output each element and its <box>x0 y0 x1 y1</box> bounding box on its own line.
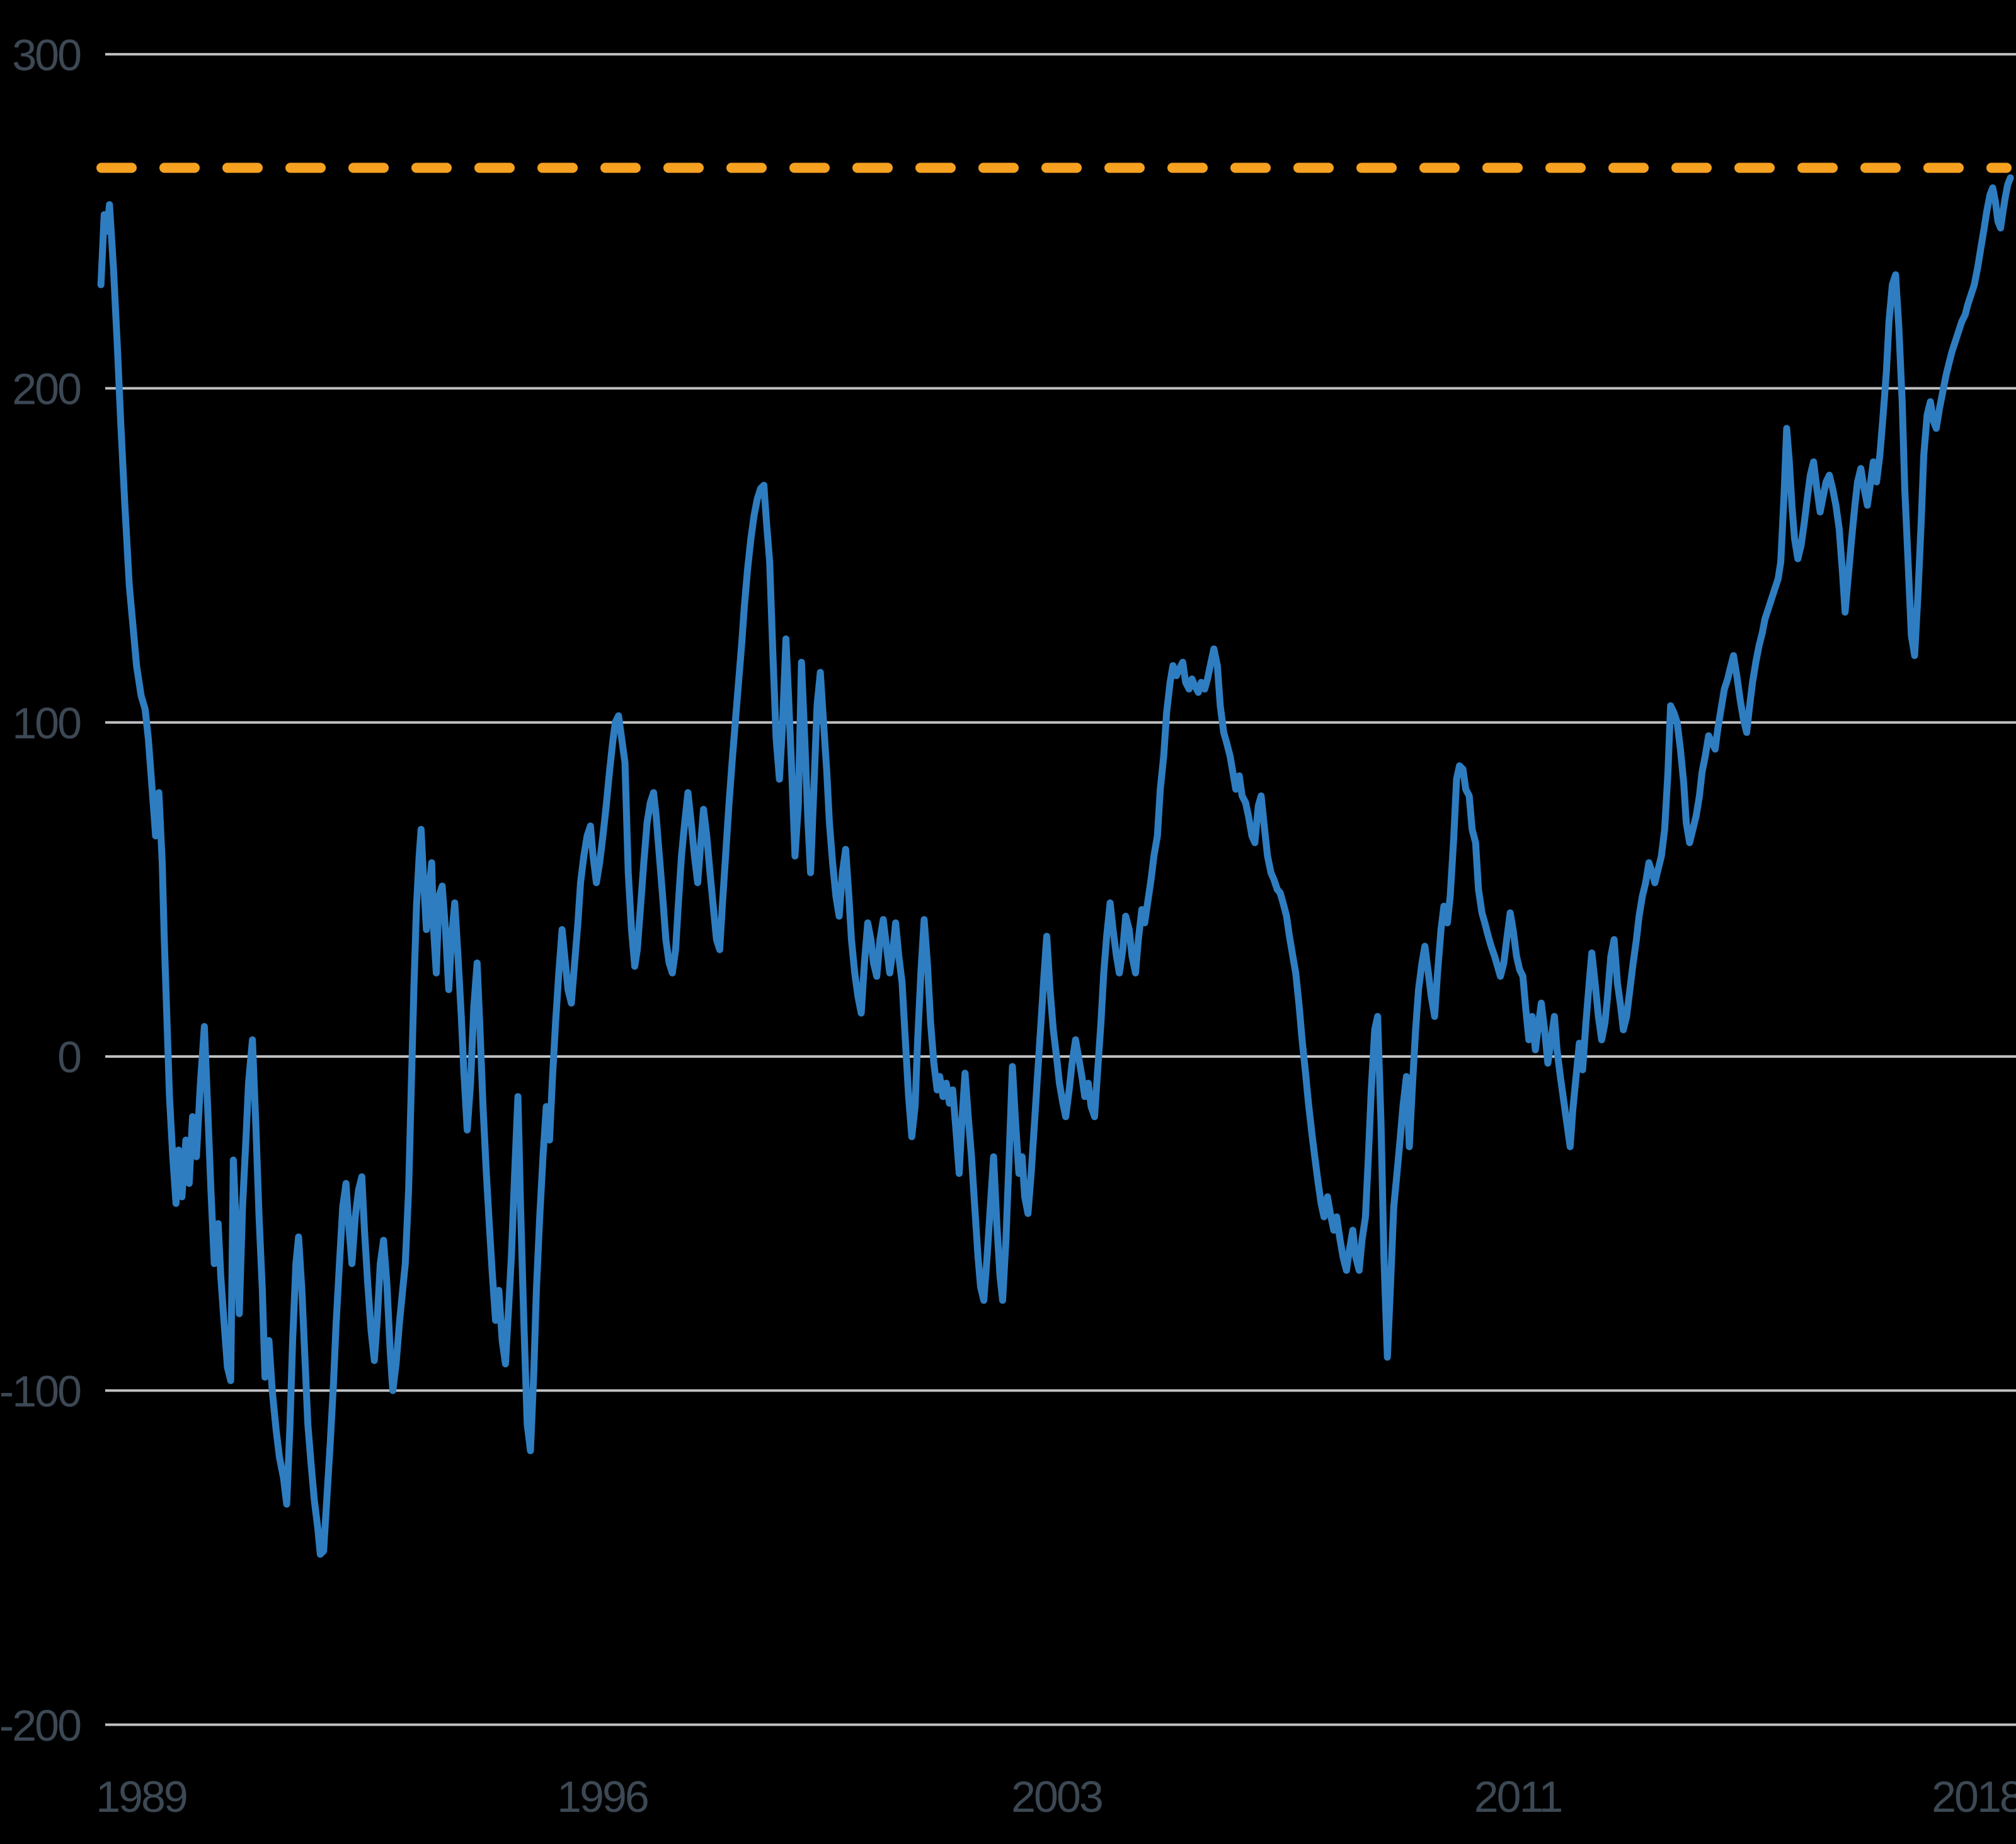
x-axis-label: 1996 <box>557 1772 648 1821</box>
x-axis-label: 2018 <box>1932 1772 2016 1821</box>
x-axis-label: 1989 <box>96 1772 186 1821</box>
y-axis-label: -100 <box>0 1367 81 1416</box>
y-axis-label: 0 <box>57 1033 81 1082</box>
x-axis-label: 2011 <box>1474 1772 1562 1821</box>
series-line <box>97 174 2014 1558</box>
y-axis-label: 200 <box>12 365 81 414</box>
x-axis-label: 2003 <box>1011 1772 1102 1821</box>
y-axis-label: 300 <box>12 30 81 79</box>
y-axis-label: 100 <box>12 699 81 748</box>
y-axis-label: -200 <box>0 1701 81 1750</box>
